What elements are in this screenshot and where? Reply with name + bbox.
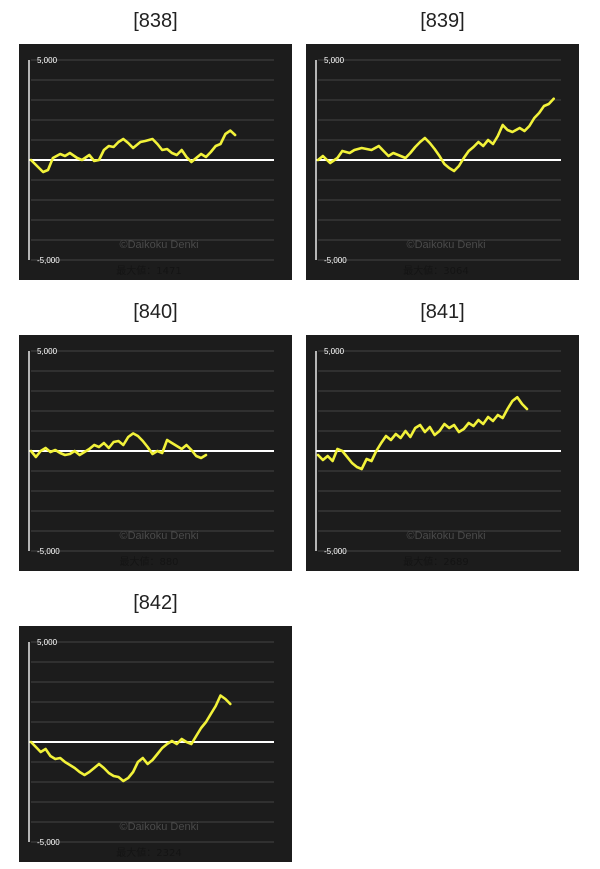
copyright-watermark: ©Daikoku Denki (406, 239, 485, 251)
copyright-watermark: ©Daikoku Denki (119, 239, 198, 251)
slump-graph: 5,000 -5,000 ©Daikoku Denki 最大値：3064 (306, 44, 579, 280)
y-tick-label-bottom: -5,000 (37, 256, 60, 265)
machine-number-title: [841] (420, 301, 465, 323)
y-tick-label-bottom: -5,000 (37, 838, 60, 847)
panel-background (19, 44, 292, 280)
copyright-watermark: ©Daikoku Denki (119, 821, 198, 833)
y-tick-label-bottom: -5,000 (324, 256, 347, 265)
slump-graph: 5,000 -5,000 ©Daikoku Denki 最大値：2689 (306, 335, 579, 571)
graph-cell: [840] 5,000 -5,000 ©Daikoku Denki 最大値：880 (18, 295, 293, 571)
machine-number-title: [840] (133, 301, 178, 323)
graph-cell: [841] 5,000 -5,000 ©Daikoku Denki 最大値：2689 (305, 295, 580, 571)
copyright-watermark: ©Daikoku Denki (406, 530, 485, 542)
panel-background (306, 335, 579, 571)
slump-series-line (29, 694, 232, 783)
max-value-label: 最大値：1471 (116, 264, 181, 277)
max-value-label: 最大値：2324 (116, 846, 181, 859)
slump-series-line (316, 395, 529, 471)
graph-cell: [839] 5,000 -5,000 ©Daikoku Denki 最大値：3064 (305, 4, 580, 280)
machine-number-title: [839] (420, 10, 465, 32)
slump-series-line (29, 432, 208, 460)
max-value-label: 最大値：3064 (403, 264, 468, 277)
y-tick-label-bottom: -5,000 (324, 547, 347, 556)
slump-graph: 5,000 -5,000 ©Daikoku Denki 最大値：2324 (19, 626, 292, 862)
slump-graph: 5,000 -5,000 ©Daikoku Denki 最大値：880 (19, 335, 292, 571)
graph-cell: [842] 5,000 -5,000 ©Daikoku Denki 最大値：2324 (18, 586, 293, 862)
slump-graph: 5,000 -5,000 ©Daikoku Denki 最大値：1471 (19, 44, 292, 280)
machine-number-title: [838] (133, 10, 178, 32)
graph-cell: [838] 5,000 -5,000 ©Daikoku Denki 最大値：1471 (18, 4, 293, 280)
y-tick-label-top: 5,000 (37, 638, 58, 647)
y-tick-label-top: 5,000 (37, 347, 58, 356)
y-tick-label-top: 5,000 (37, 56, 58, 65)
copyright-watermark: ©Daikoku Denki (119, 530, 198, 542)
y-tick-label-bottom: -5,000 (37, 547, 60, 556)
panel-background (19, 626, 292, 862)
y-tick-label-top: 5,000 (324, 347, 345, 356)
slump-series-line (316, 97, 555, 173)
machine-number-title: [842] (133, 592, 178, 614)
y-tick-label-top: 5,000 (324, 56, 345, 65)
max-value-label: 最大値：2689 (403, 555, 468, 568)
slump-series-line (29, 129, 237, 174)
max-value-label: 最大値：880 (119, 555, 178, 568)
